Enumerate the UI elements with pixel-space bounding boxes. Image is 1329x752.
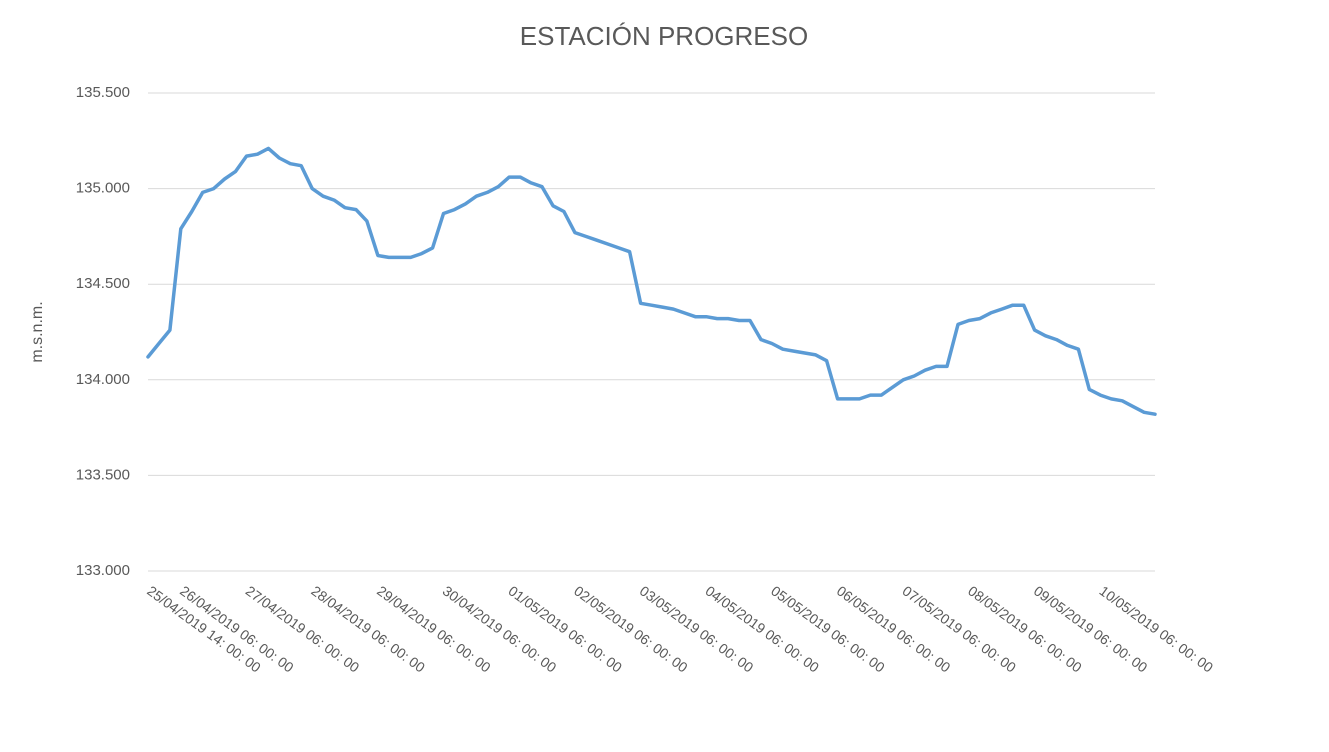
y-tick-label: 133.500 bbox=[76, 466, 130, 483]
x-tick-label: 08/05/2019 06: 00: 00 bbox=[965, 582, 1085, 675]
y-tick-label: 133.000 bbox=[76, 562, 130, 579]
y-tick-label: 134.000 bbox=[76, 371, 130, 388]
x-tick-label: 03/05/2019 06: 00: 00 bbox=[637, 582, 757, 675]
x-tick-label: 30/04/2019 06: 00: 00 bbox=[440, 582, 560, 675]
y-tick-label: 135.500 bbox=[76, 84, 130, 101]
y-tick-label: 134.500 bbox=[76, 275, 130, 292]
x-tick-label: 10/05/2019 06: 00: 00 bbox=[1097, 582, 1217, 675]
x-tick-label: 09/05/2019 06: 00: 00 bbox=[1031, 582, 1151, 675]
x-tick-label: 02/05/2019 06: 00: 00 bbox=[571, 582, 691, 675]
chart-title: ESTACIÓN PROGRESO bbox=[520, 21, 808, 51]
x-tick-label: 29/04/2019 06: 00: 00 bbox=[374, 582, 494, 675]
x-tick-label: 01/05/2019 06: 00: 00 bbox=[505, 582, 625, 675]
x-tick-label: 05/05/2019 06: 00: 00 bbox=[768, 582, 888, 675]
y-tick-label: 135.000 bbox=[76, 180, 130, 197]
x-tick-label: 28/04/2019 06: 00: 00 bbox=[308, 582, 428, 675]
x-tick-label: 04/05/2019 06: 00: 00 bbox=[702, 582, 822, 675]
x-tick-label: 07/05/2019 06: 00: 00 bbox=[899, 582, 1019, 675]
data-line bbox=[146, 146, 1157, 416]
x-tick-label: 06/05/2019 06: 00: 00 bbox=[834, 582, 954, 675]
y-axis-label: m.s.n.m. bbox=[29, 301, 46, 362]
